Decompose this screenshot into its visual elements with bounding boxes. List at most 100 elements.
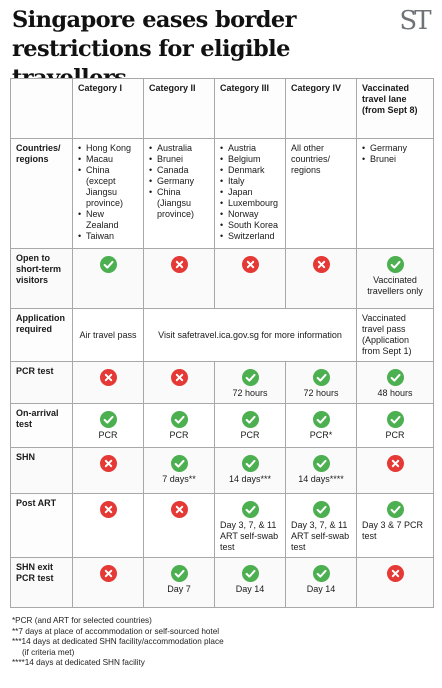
- list-item: Canada: [149, 165, 209, 176]
- status-cell: [143, 361, 215, 404]
- status-cell: [356, 447, 434, 494]
- cross-icon: [386, 455, 404, 472]
- cross-icon: [170, 501, 188, 518]
- status-cell: [285, 248, 357, 309]
- table-row-visitors: Open to short-term visitors Vaccinated t…: [10, 248, 434, 309]
- row-header-arrival: On-arrival test: [10, 403, 73, 448]
- arrival-note: PCR: [240, 430, 260, 440]
- check-icon: [386, 501, 404, 518]
- check-icon: [170, 411, 188, 428]
- status-cell: [143, 493, 215, 558]
- countries-cat1: Hong Kong Macau China (except Jiangsu pr…: [72, 138, 144, 249]
- row-header-shn: SHN: [10, 447, 73, 494]
- status-cell: PCR: [72, 403, 144, 448]
- status-cell: Day 3, 7, & 11 ART self-swab test: [285, 493, 357, 558]
- status-cell: Vaccinated travellers only: [356, 248, 434, 309]
- footnote: *PCR (and ART for selected countries): [12, 616, 152, 625]
- row-header-pcr: PCR test: [10, 361, 73, 404]
- page-title: Singapore eases border restrictions for …: [12, 7, 296, 91]
- pcr-note: 72 hours: [303, 388, 339, 398]
- list-item: Brunei: [362, 154, 428, 165]
- footnote: ***14 days at dedicated SHN facility/acc…: [12, 637, 224, 647]
- list-item: New Zealand: [78, 209, 138, 231]
- list-item: Belgium: [220, 154, 280, 165]
- application-merged: Visit safetravel.ica.gov.sg for more inf…: [143, 308, 357, 362]
- countries-cat2: Australia Brunei Canada Germany China (J…: [143, 138, 215, 249]
- cross-icon: [312, 256, 330, 273]
- status-cell: Day 14: [285, 557, 357, 608]
- check-icon: [312, 565, 330, 582]
- shn-exit-note: Day 7: [167, 584, 191, 594]
- check-icon: [312, 411, 330, 428]
- list-item: Macau: [78, 154, 138, 165]
- status-cell: [214, 248, 286, 309]
- status-cell: 72 hours: [285, 361, 357, 404]
- row-header-countries: Countries/ regions: [10, 138, 73, 249]
- cross-icon: [170, 256, 188, 273]
- list-item: Germany: [149, 176, 209, 187]
- row-header-shn-exit: SHN exit PCR test: [10, 557, 73, 608]
- check-icon: [241, 455, 259, 472]
- column-header-vaccinated-travel-lane: Vaccinated travel lane (from Sept 8): [356, 78, 434, 139]
- table-row-shn: SHN 7 days** 14 days*** 14 days****: [10, 447, 434, 494]
- check-icon: [312, 501, 330, 518]
- list-item: China (except Jiangsu province): [78, 165, 138, 209]
- pcr-note: 48 hours: [377, 388, 413, 398]
- status-cell: [72, 447, 144, 494]
- column-header-category-ii: Category II: [143, 78, 215, 139]
- status-cell: 14 days***: [214, 447, 286, 494]
- visitors-vtl-note: Vaccinated travellers only: [367, 275, 423, 296]
- post-art-note: Day 3, 7, & 11 ART self-swab test: [291, 520, 350, 552]
- shn-note: 7 days**: [162, 474, 196, 484]
- column-header-category-i: Category I: [72, 78, 144, 139]
- table-row-shn-exit: SHN exit PCR test Day 7 Day 14 Day 14: [10, 557, 434, 608]
- check-icon: [99, 256, 117, 273]
- status-cell: Day 3, 7, & 11 ART self-swab test: [214, 493, 286, 558]
- status-cell: 48 hours: [356, 361, 434, 404]
- cross-icon: [170, 369, 188, 386]
- check-icon: [99, 411, 117, 428]
- list-item: Switzerland: [220, 231, 280, 242]
- check-icon: [312, 455, 330, 472]
- arrival-note: PCR: [98, 430, 118, 440]
- status-cell: Day 3 & 7 PCR test: [356, 493, 434, 558]
- row-header-visitors: Open to short-term visitors: [10, 248, 73, 309]
- list-item: Italy: [220, 176, 280, 187]
- status-cell: [143, 248, 215, 309]
- check-icon: [170, 455, 188, 472]
- column-header-category-iv: Category IV: [285, 78, 357, 139]
- row-header-post-art: Post ART: [10, 493, 73, 558]
- arrival-note: PCR: [169, 430, 189, 440]
- table-row-countries: Countries/ regions Hong Kong Macau China…: [10, 138, 434, 249]
- cross-icon: [99, 501, 117, 518]
- post-art-note: Day 3 & 7 PCR test: [362, 520, 424, 541]
- status-cell: PCR: [214, 403, 286, 448]
- list-item: Hong Kong: [78, 143, 138, 154]
- shn-note: 14 days****: [298, 474, 344, 484]
- application-cat1: Air travel pass: [72, 308, 144, 362]
- list-item: Denmark: [220, 165, 280, 176]
- check-icon: [170, 565, 188, 582]
- corner-cell: [10, 78, 73, 139]
- status-cell: Day 7: [143, 557, 215, 608]
- check-icon: [241, 369, 259, 386]
- list-item: Australia: [149, 143, 209, 154]
- footnotes: *PCR (and ART for selected countries) **…: [12, 616, 432, 669]
- status-cell: 72 hours: [214, 361, 286, 404]
- cross-icon: [99, 565, 117, 582]
- list-item: Austria: [220, 143, 280, 154]
- st-logo: ST: [399, 6, 431, 36]
- cross-icon: [241, 256, 259, 273]
- table-row-application: Application required Air travel pass Vis…: [10, 308, 434, 362]
- status-cell: [72, 361, 144, 404]
- arrival-note: PCR: [385, 430, 405, 440]
- list-item: Taiwan: [78, 231, 138, 242]
- status-cell: 7 days**: [143, 447, 215, 494]
- countries-cat4: All other countries/ regions: [285, 138, 357, 249]
- status-cell: PCR*: [285, 403, 357, 448]
- countries-cat3: Austria Belgium Denmark Italy Japan Luxe…: [214, 138, 286, 249]
- cross-icon: [99, 455, 117, 472]
- status-cell: [356, 557, 434, 608]
- post-art-note: Day 3, 7, & 11 ART self-swab test: [220, 520, 279, 552]
- list-item: Luxembourg: [220, 198, 280, 209]
